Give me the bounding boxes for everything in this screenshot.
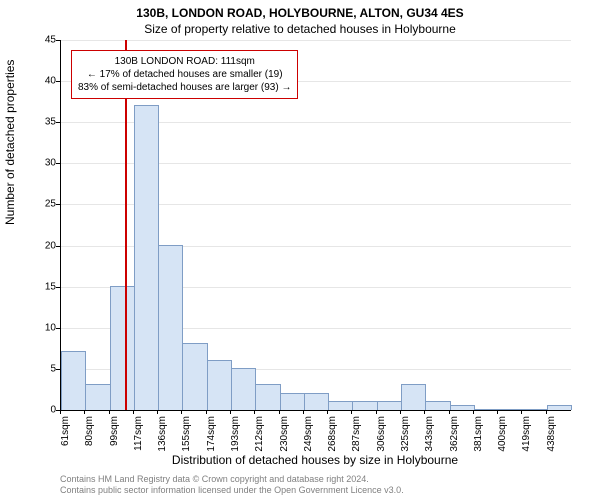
x-tick-mark <box>157 410 158 414</box>
x-tick-label: 343sqm <box>424 416 435 456</box>
histogram-bar <box>255 384 280 410</box>
x-tick-label: 155sqm <box>181 416 192 456</box>
x-tick-mark <box>206 410 207 414</box>
y-tick-mark <box>56 163 60 164</box>
x-tick-mark <box>303 410 304 414</box>
x-tick-label: 174sqm <box>206 416 217 456</box>
histogram-bar <box>547 405 572 410</box>
x-tick-mark <box>521 410 522 414</box>
y-tick-label: 10 <box>38 322 56 333</box>
x-tick-mark <box>473 410 474 414</box>
x-tick-label: 325sqm <box>400 416 411 456</box>
x-tick-mark <box>327 410 328 414</box>
x-tick-mark <box>109 410 110 414</box>
y-tick-label: 30 <box>38 158 56 169</box>
y-tick-label: 45 <box>38 35 56 46</box>
y-tick-mark <box>56 246 60 247</box>
y-tick-label: 15 <box>38 281 56 292</box>
histogram-bar <box>522 409 547 410</box>
y-tick-label: 5 <box>38 363 56 374</box>
histogram-bar <box>158 245 183 410</box>
x-tick-mark <box>546 410 547 414</box>
x-tick-label: 212sqm <box>254 416 265 456</box>
x-tick-label: 287sqm <box>351 416 362 456</box>
x-tick-mark <box>424 410 425 414</box>
x-tick-label: 419sqm <box>521 416 532 456</box>
x-tick-label: 438sqm <box>546 416 557 456</box>
plot-area: 130B LONDON ROAD: 111sqm ← 17% of detach… <box>60 40 571 411</box>
y-tick-label: 0 <box>38 405 56 416</box>
y-axis-label: Number of detached properties <box>3 60 17 225</box>
histogram-bar <box>61 351 86 410</box>
x-tick-label: 249sqm <box>303 416 314 456</box>
y-tick-label: 20 <box>38 240 56 251</box>
x-tick-label: 80sqm <box>84 416 95 456</box>
y-tick-mark <box>56 40 60 41</box>
x-tick-mark <box>60 410 61 414</box>
x-tick-label: 61sqm <box>60 416 71 456</box>
chart-title-address: 130B, LONDON ROAD, HOLYBOURNE, ALTON, GU… <box>0 6 600 20</box>
footer-line1: Contains HM Land Registry data © Crown c… <box>60 474 404 485</box>
x-tick-mark <box>449 410 450 414</box>
histogram-bar <box>304 393 329 410</box>
histogram-bar <box>110 286 135 410</box>
y-tick-label: 40 <box>38 76 56 87</box>
x-tick-label: 381sqm <box>473 416 484 456</box>
x-tick-label: 136sqm <box>157 416 168 456</box>
histogram-bar <box>328 401 353 410</box>
chart-subtitle: Size of property relative to detached ho… <box>0 22 600 36</box>
histogram-bar <box>450 405 475 410</box>
histogram-bar <box>401 384 426 410</box>
histogram-bar <box>498 409 523 410</box>
histogram-bar <box>352 401 377 410</box>
x-tick-mark <box>254 410 255 414</box>
footer-line2: Contains public sector information licen… <box>60 485 404 496</box>
annotation-line2: ← 17% of detached houses are smaller (19… <box>78 68 291 81</box>
y-tick-mark <box>56 328 60 329</box>
histogram-bar <box>182 343 207 410</box>
gridline-h <box>61 40 571 41</box>
y-tick-mark <box>56 122 60 123</box>
x-tick-label: 193sqm <box>230 416 241 456</box>
x-tick-label: 99sqm <box>109 416 120 456</box>
annotation-line3: 83% of semi-detached houses are larger (… <box>78 81 291 94</box>
histogram-bar <box>85 384 110 410</box>
x-tick-label: 306sqm <box>376 416 387 456</box>
chart-container: 130B, LONDON ROAD, HOLYBOURNE, ALTON, GU… <box>0 0 600 500</box>
x-tick-mark <box>497 410 498 414</box>
histogram-bar <box>207 360 232 410</box>
marker-annotation: 130B LONDON ROAD: 111sqm ← 17% of detach… <box>71 50 298 99</box>
y-tick-mark <box>56 204 60 205</box>
footer-attribution: Contains HM Land Registry data © Crown c… <box>60 474 404 496</box>
x-tick-mark <box>376 410 377 414</box>
histogram-bar <box>377 401 402 410</box>
histogram-bar <box>231 368 256 410</box>
x-tick-label: 230sqm <box>279 416 290 456</box>
x-tick-mark <box>230 410 231 414</box>
annotation-line1: 130B LONDON ROAD: 111sqm <box>78 55 291 68</box>
x-tick-label: 268sqm <box>327 416 338 456</box>
y-tick-mark <box>56 81 60 82</box>
histogram-bar <box>280 393 305 410</box>
histogram-bar <box>134 105 159 410</box>
x-tick-label: 117sqm <box>133 416 144 456</box>
histogram-bar <box>474 409 499 410</box>
y-tick-mark <box>56 369 60 370</box>
x-tick-label: 400sqm <box>497 416 508 456</box>
x-tick-mark <box>133 410 134 414</box>
x-tick-label: 362sqm <box>449 416 460 456</box>
x-tick-mark <box>351 410 352 414</box>
y-tick-mark <box>56 287 60 288</box>
histogram-bar <box>425 401 450 410</box>
y-tick-label: 35 <box>38 117 56 128</box>
x-tick-mark <box>84 410 85 414</box>
y-tick-label: 25 <box>38 199 56 210</box>
x-tick-mark <box>279 410 280 414</box>
x-tick-mark <box>181 410 182 414</box>
x-tick-mark <box>400 410 401 414</box>
